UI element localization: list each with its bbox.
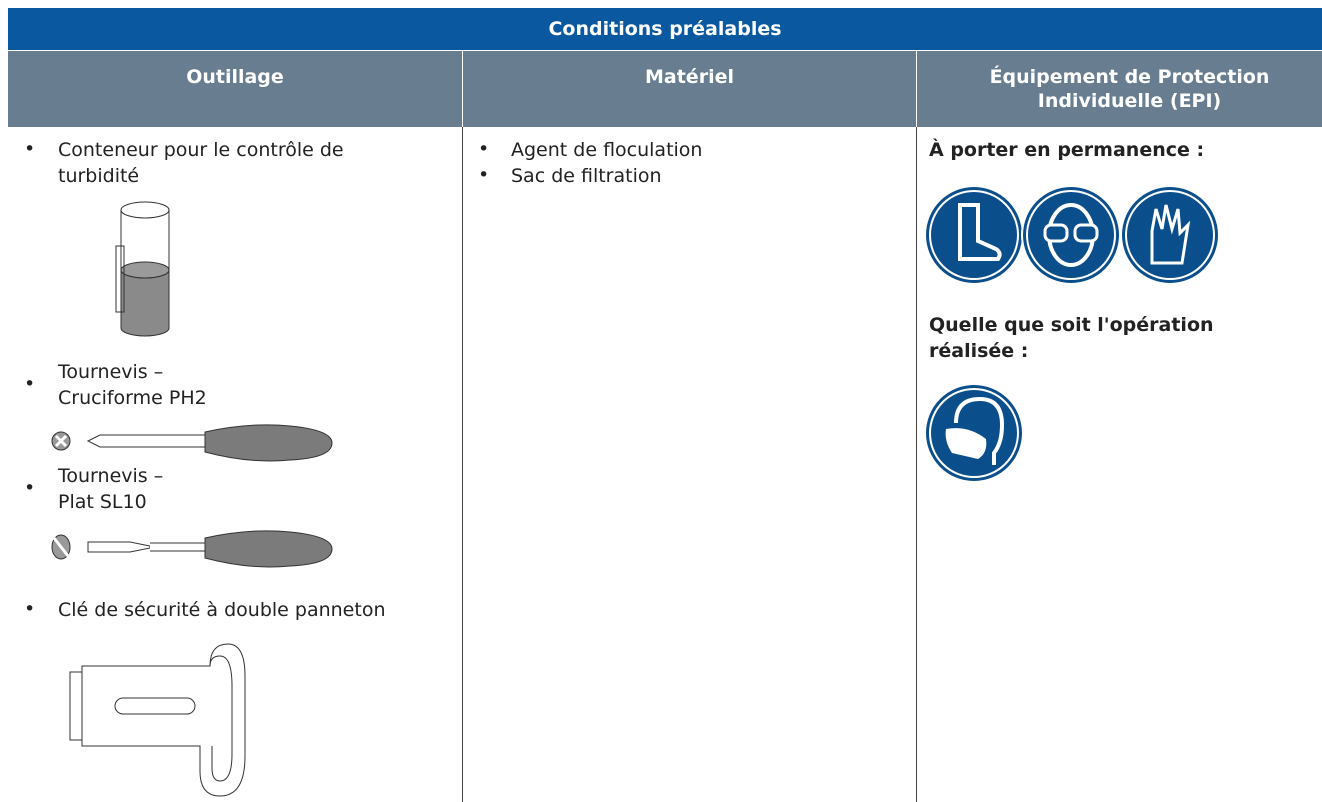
text-line: Quelle que soit l'opération — [929, 314, 1214, 336]
list-item: Clé de sécurité à double panneton — [58, 597, 385, 623]
table-title: Conditions préalables — [8, 8, 1322, 50]
text-line: Conteneur pour le contrôle de — [58, 139, 344, 161]
section-heading: À porter en permanence : — [929, 137, 1204, 163]
list-item: Conteneur pour le contrôle de turbidité — [58, 137, 344, 189]
screwdriver-illustration — [51, 530, 333, 568]
text-line: Tournevis – — [58, 465, 164, 487]
bullet: • — [478, 138, 490, 160]
column-header: Matériel — [463, 51, 916, 127]
ppe-icon — [924, 383, 1024, 483]
column-header: Équipement de Protection Individuelle (E… — [917, 51, 1322, 127]
text-line: réalisée : — [929, 340, 1029, 362]
column-divider — [462, 127, 463, 802]
list-item: Tournevis – Plat SL10 — [58, 463, 163, 515]
column-divider — [916, 127, 917, 802]
text-line: turbidité — [58, 165, 140, 187]
text-line: Plat SL10 — [58, 491, 147, 513]
bullet: • — [24, 598, 36, 620]
ppe-icons — [924, 185, 1220, 285]
section-heading: Quelle que soit l'opération réalisée : — [929, 312, 1214, 364]
container-illustration — [115, 201, 170, 337]
list-item: Agent de floculation — [511, 139, 703, 161]
screwdriver-illustration — [51, 424, 333, 462]
bullet: • — [478, 164, 490, 186]
list-item: Tournevis – Cruciforme PH2 — [58, 359, 207, 411]
key-illustration — [69, 643, 246, 797]
text-line: Cruciforme PH2 — [58, 387, 207, 409]
column-header: Outillage — [8, 51, 462, 127]
text-line: Clé de sécurité à double panneton — [58, 599, 386, 621]
bullet: • — [24, 373, 36, 395]
bullet: • — [24, 138, 36, 160]
text-line: À porter en permanence : — [929, 139, 1205, 161]
bullet: • — [24, 477, 36, 499]
text-line: Tournevis – — [58, 361, 164, 383]
list-item: Sac de filtration — [511, 165, 662, 187]
